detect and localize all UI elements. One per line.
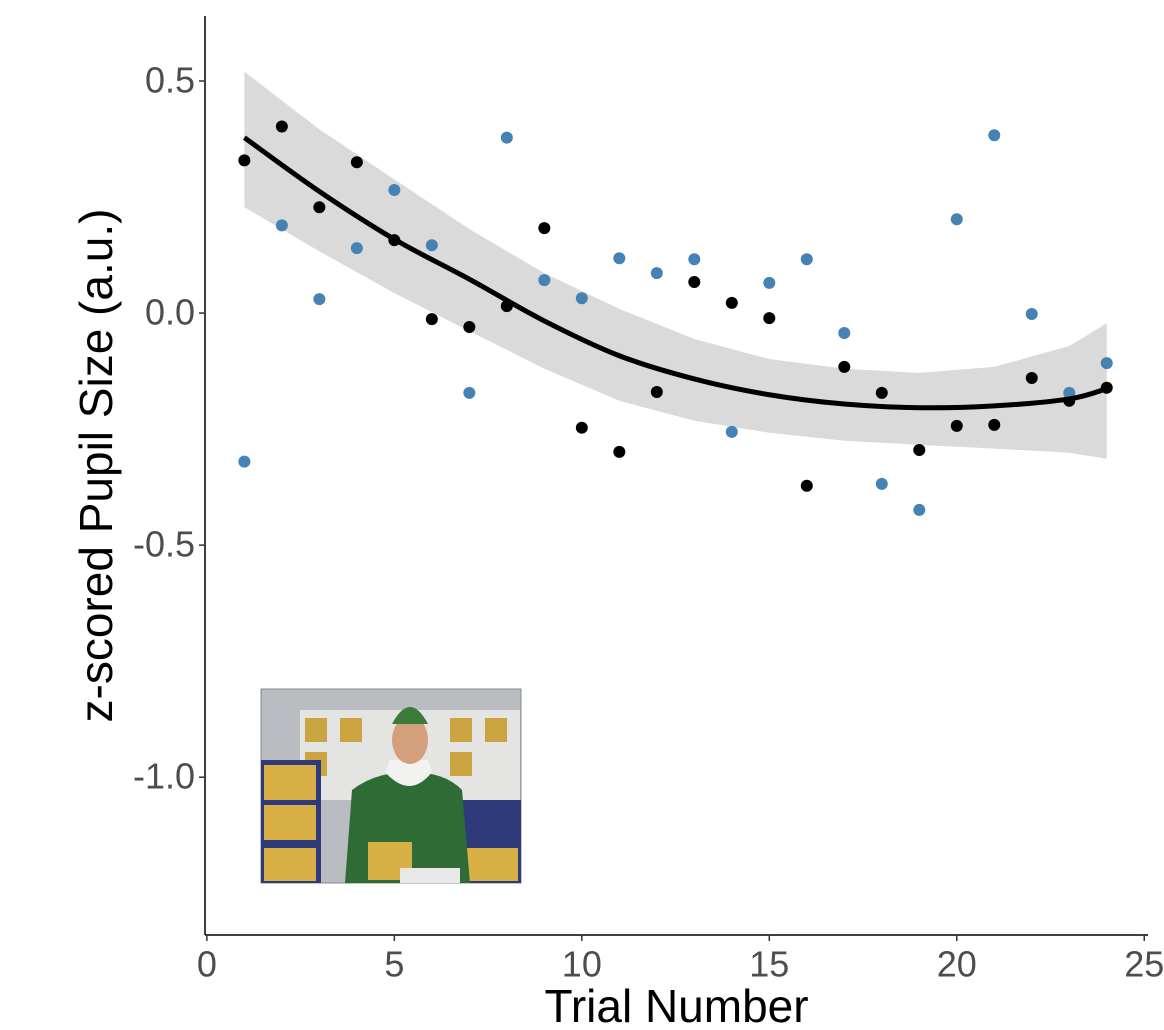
x-tick-label: 5: [384, 944, 404, 985]
y-axis-title: z-scored Pupil Size (a.u.): [70, 209, 122, 723]
data-point: [1025, 307, 1038, 320]
data-point: [313, 201, 326, 214]
data-point: [238, 154, 251, 167]
data-point: [950, 419, 963, 432]
confidence-band: [244, 71, 1107, 459]
data-point: [688, 275, 701, 288]
data-point: [425, 313, 438, 326]
inset-image: [260, 688, 522, 884]
data-point: [838, 327, 851, 340]
x-tick-label: 10: [562, 944, 602, 985]
fit-line: [242, 135, 1108, 411]
data-point: [538, 274, 551, 287]
data-point: [988, 129, 1001, 142]
data-point: [650, 267, 663, 280]
x-tick-label: 20: [937, 944, 977, 985]
data-point: [575, 292, 588, 305]
data-point: [913, 503, 926, 516]
data-point: [538, 222, 551, 235]
data-point: [763, 276, 776, 289]
data-point: [800, 479, 813, 492]
data-point: [275, 219, 288, 232]
data-point: [875, 386, 888, 399]
y-tick-label: 0.0: [145, 292, 195, 333]
data-point: [875, 477, 888, 490]
data-point: [350, 156, 363, 169]
data-point: [350, 242, 363, 255]
data-point: [500, 131, 513, 144]
data-point: [950, 213, 963, 226]
data-point: [575, 421, 588, 434]
data-point: [613, 445, 626, 458]
data-point: [275, 120, 288, 133]
x-tick-label: 25: [1124, 944, 1164, 985]
data-point: [238, 455, 251, 468]
data-point: [613, 252, 626, 265]
data-point: [913, 443, 926, 456]
data-point: [988, 418, 1001, 431]
data-point: [725, 296, 738, 309]
x-axis-title: Trial Number: [544, 980, 808, 1030]
data-point: [425, 239, 438, 252]
data-point: [725, 425, 738, 438]
data-point: [463, 320, 476, 333]
data-point: [388, 184, 401, 197]
y-tick-label: -1.0: [133, 756, 195, 797]
data-point: [688, 253, 701, 266]
data-point: [463, 386, 476, 399]
data-point: [1025, 372, 1038, 385]
data-point: [1100, 357, 1113, 370]
y-tick-label: -0.5: [133, 524, 195, 565]
data-point: [838, 360, 851, 373]
x-tick-label: 0: [197, 944, 217, 985]
data-point: [650, 385, 663, 398]
x-tick-label: 15: [749, 944, 789, 985]
data-point: [763, 312, 776, 325]
y-tick-label: 0.5: [145, 59, 195, 100]
data-point: [313, 293, 326, 306]
data-point: [800, 253, 813, 266]
